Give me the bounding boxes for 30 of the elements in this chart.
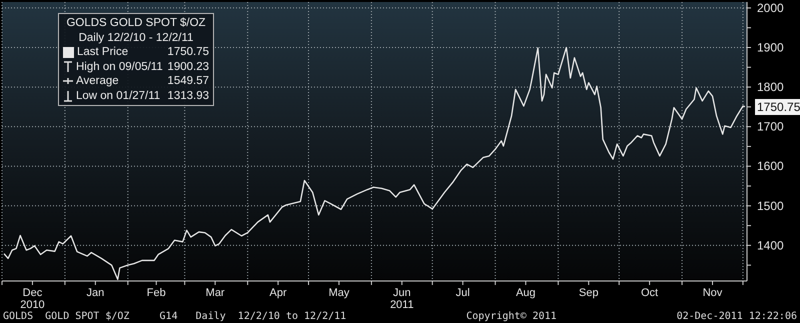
x-tick-label: Oct [641, 287, 658, 299]
y-tick-label: 1400 [757, 238, 784, 252]
y-tick-label: 1800 [757, 80, 784, 94]
text: Daily 12/2/10 - 12/2/11 [78, 30, 194, 45]
y-tick-label: 1500 [757, 198, 784, 213]
text: 1750.75 [167, 46, 209, 58]
y-tick-label: 1900 [757, 40, 784, 55]
x-tick-label: Jan [86, 287, 104, 299]
y-tick-label: 1700 [757, 120, 784, 134]
x-tick-label: Dec 2010 [20, 287, 45, 311]
x-tick-label: Jun 2011 [390, 287, 414, 311]
annotation: Low on 01/27/11 1313.93 [76, 88, 209, 103]
x-tick-label: Aug [516, 287, 536, 299]
x-tick-label: Jul [456, 287, 470, 299]
annotation: High on 09/05/11 1900.23 [76, 60, 209, 74]
x-tick-label: May [328, 287, 350, 299]
x-tick-label: Mar [206, 287, 225, 299]
text: Average 1549.57 [76, 75, 209, 87]
text: 02-Dec-2011 12:22:06 [676, 311, 797, 322]
x-tick-label: Sep [578, 287, 598, 299]
x-tick-label: Apr [270, 287, 287, 299]
text: GOLDS GOLD SPOT $/OZ [65, 16, 207, 30]
annotation: 1750.75 [755, 98, 800, 115]
text: GOLDS GOLD SPOT $/OZ G14 Daily 12/2/10 to 12/2/11 [3, 311, 346, 322]
legend-label: Last Price [77, 45, 130, 60]
y-tick-label: 2000 [757, 0, 784, 15]
y-tick-label: 1600 [757, 159, 784, 174]
text: Copyright© 2011 [466, 311, 557, 322]
x-tick-label: Nov [702, 287, 723, 299]
x-tick-label: Feb [146, 287, 166, 299]
